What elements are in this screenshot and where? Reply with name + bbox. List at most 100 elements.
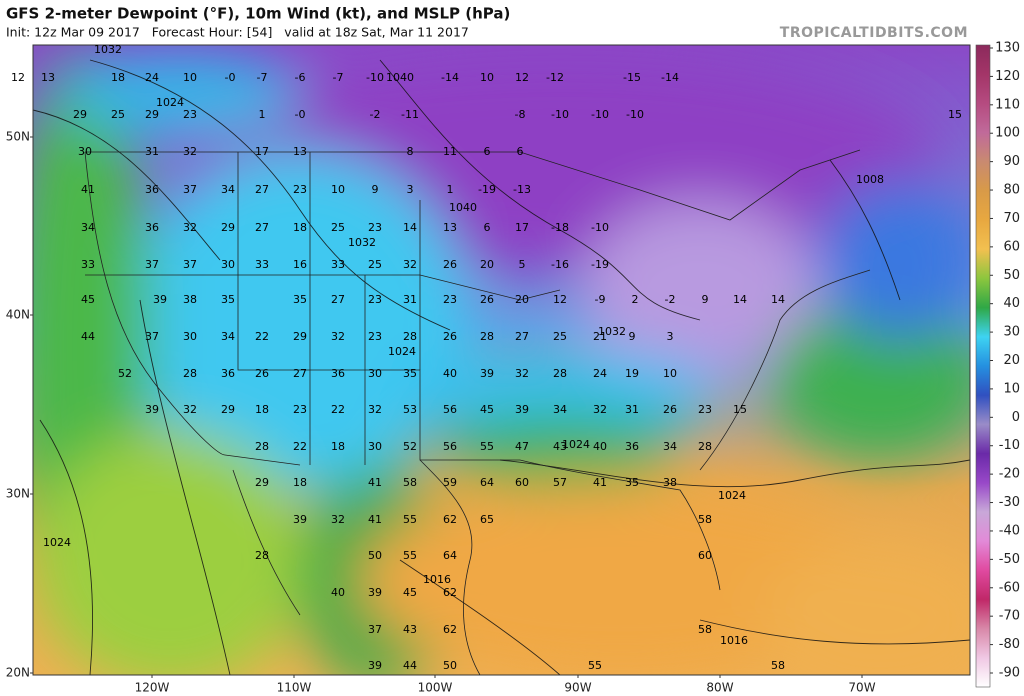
dewpoint-label: 30 bbox=[368, 367, 382, 380]
dewpoint-label: 40 bbox=[593, 440, 607, 453]
isobar-label: 1024 bbox=[388, 345, 416, 358]
dewpoint-label: 1 bbox=[447, 183, 454, 196]
colorbar-label: 0 bbox=[1012, 410, 1020, 425]
dewpoint-label: 58 bbox=[698, 623, 712, 636]
dewpoint-label: 18 bbox=[293, 221, 307, 234]
map-field bbox=[33, 45, 970, 675]
dewpoint-label: 39 bbox=[293, 513, 307, 526]
dewpoint-label: 34 bbox=[221, 183, 235, 196]
isobar-label: 1024 bbox=[562, 438, 590, 451]
dewpoint-label: -0 bbox=[225, 71, 236, 84]
isobar-label: 1024 bbox=[156, 96, 184, 109]
dewpoint-label: 27 bbox=[255, 183, 269, 196]
lat-label: 50N bbox=[6, 130, 30, 144]
dewpoint-label: 14 bbox=[771, 293, 785, 306]
dewpoint-label: 33 bbox=[81, 258, 95, 271]
dewpoint-label: 36 bbox=[145, 221, 159, 234]
dewpoint-label: 18 bbox=[255, 403, 269, 416]
dewpoint-label: 39 bbox=[153, 293, 167, 306]
lat-label: 40N bbox=[6, 308, 30, 322]
isobar-label: 1032 bbox=[348, 236, 376, 249]
dewpoint-label: -7 bbox=[333, 71, 344, 84]
dewpoint-label: 9 bbox=[702, 293, 709, 306]
dewpoint-label: 20 bbox=[480, 258, 494, 271]
colorbar-label: 130 bbox=[995, 41, 1020, 56]
dewpoint-label: 33 bbox=[331, 258, 345, 271]
dewpoint-label: 9 bbox=[629, 330, 636, 343]
dewpoint-label: 44 bbox=[81, 330, 95, 343]
colorbar-label: 90 bbox=[1003, 154, 1020, 169]
lon-label: 80W bbox=[706, 681, 733, 695]
dewpoint-label: 28 bbox=[255, 440, 269, 453]
dewpoint-label: 28 bbox=[403, 330, 417, 343]
colorbar-label: 40 bbox=[1003, 296, 1020, 311]
dewpoint-label: 34 bbox=[221, 330, 235, 343]
dewpoint-label: 45 bbox=[81, 293, 95, 306]
dewpoint-label: 35 bbox=[221, 293, 235, 306]
dewpoint-label: 8 bbox=[407, 145, 414, 158]
dewpoint-label: 32 bbox=[515, 367, 529, 380]
dewpoint-label: 2 bbox=[632, 293, 639, 306]
dewpoint-label: 26 bbox=[255, 367, 269, 380]
dewpoint-label: 30 bbox=[78, 145, 92, 158]
dewpoint-label: 26 bbox=[443, 330, 457, 343]
dewpoint-label: 6 bbox=[484, 221, 491, 234]
dewpoint-label: 29 bbox=[293, 330, 307, 343]
lon-label: 70W bbox=[848, 681, 875, 695]
dewpoint-label: 29 bbox=[145, 108, 159, 121]
dewpoint-label: 15 bbox=[733, 403, 747, 416]
dewpoint-label: 64 bbox=[480, 476, 494, 489]
dewpoint-label: -18 bbox=[551, 221, 569, 234]
dewpoint-label: 3 bbox=[667, 330, 674, 343]
dewpoint-label: -10 bbox=[591, 108, 609, 121]
dewpoint-label: 32 bbox=[368, 403, 382, 416]
dewpoint-label: 35 bbox=[403, 367, 417, 380]
dewpoint-label: 12 bbox=[515, 71, 529, 84]
dewpoint-label: 23 bbox=[183, 108, 197, 121]
dewpoint-label: 14 bbox=[403, 221, 417, 234]
dewpoint-label: 25 bbox=[553, 330, 567, 343]
dewpoint-label: 43 bbox=[403, 623, 417, 636]
dewpoint-label: 62 bbox=[443, 513, 457, 526]
colorbar-label: -60 bbox=[999, 580, 1020, 595]
dewpoint-label: 26 bbox=[443, 258, 457, 271]
dewpoint-label: 34 bbox=[663, 440, 677, 453]
dewpoint-label: 18 bbox=[111, 71, 125, 84]
dewpoint-label: 10 bbox=[183, 71, 197, 84]
dewpoint-label: 36 bbox=[625, 440, 639, 453]
dewpoint-label: 23 bbox=[443, 293, 457, 306]
dewpoint-label: 65 bbox=[480, 513, 494, 526]
dewpoint-label: 28 bbox=[698, 440, 712, 453]
dewpoint-label: -8 bbox=[515, 108, 526, 121]
dewpoint-label: -12 bbox=[546, 71, 564, 84]
dewpoint-label: 45 bbox=[480, 403, 494, 416]
isobar-label: 1032 bbox=[94, 43, 122, 56]
colorbar-label: 60 bbox=[1003, 239, 1020, 254]
dewpoint-label: 5 bbox=[519, 258, 526, 271]
dewpoint-label: 39 bbox=[368, 659, 382, 672]
dewpoint-label: 22 bbox=[331, 403, 345, 416]
colorbar-label: 110 bbox=[995, 97, 1020, 112]
dewpoint-label: 37 bbox=[183, 183, 197, 196]
dewpoint-label: 29 bbox=[73, 108, 87, 121]
dewpoint-label: 41 bbox=[593, 476, 607, 489]
dewpoint-label: 23 bbox=[368, 293, 382, 306]
dewpoint-label: -0 bbox=[295, 108, 306, 121]
dewpoint-label: 31 bbox=[145, 145, 159, 158]
dewpoint-label: 24 bbox=[593, 367, 607, 380]
dewpoint-label: 43 bbox=[553, 440, 567, 453]
dewpoint-label: 50 bbox=[443, 659, 457, 672]
dewpoint-label: 13 bbox=[41, 71, 55, 84]
dewpoint-label: 6 bbox=[484, 145, 491, 158]
colorbar-label: 120 bbox=[995, 69, 1020, 84]
dewpoint-label: 32 bbox=[183, 403, 197, 416]
dewpoint-label: 1 bbox=[259, 108, 266, 121]
dewpoint-label: 60 bbox=[698, 549, 712, 562]
dewpoint-label: 9 bbox=[372, 183, 379, 196]
dewpoint-label: 27 bbox=[515, 330, 529, 343]
dewpoint-label: 32 bbox=[593, 403, 607, 416]
dewpoint-label: 45 bbox=[403, 586, 417, 599]
dewpoint-label: -13 bbox=[513, 183, 531, 196]
dewpoint-label: 28 bbox=[480, 330, 494, 343]
dewpoint-label: -2 bbox=[370, 108, 381, 121]
